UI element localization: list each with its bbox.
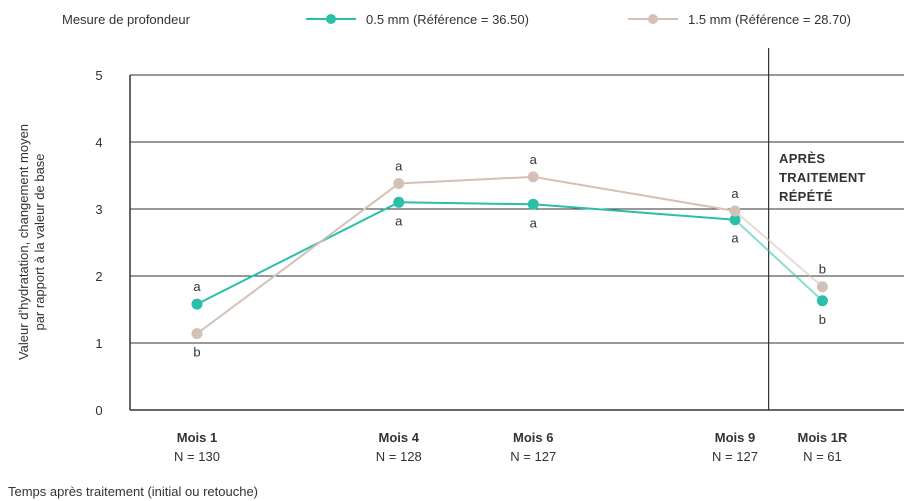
data-point [729,205,741,217]
legend-label-1: 1.5 mm (Référence = 28.70) [688,12,851,27]
y-tick-label: 5 [95,68,102,83]
y-tick-label: 2 [95,269,102,284]
data-point [729,214,741,226]
significance-letter: b [819,262,826,277]
significance-letter: a [731,186,739,201]
legend-title: Mesure de profondeur [62,12,191,27]
series-1: b a a a b [191,152,828,360]
significance-letter: a [731,231,739,246]
data-series: a a a a b b a a a b [191,152,828,360]
y-tick-label: 0 [95,403,102,418]
x-category-label: Mois 9 [715,430,755,445]
data-point [527,198,539,210]
significance-letter: b [193,345,200,360]
data-point [191,328,203,340]
x-category-labels: Mois 1 N = 130 Mois 4 N = 128 Mois 6 N = 127 M… [174,430,848,464]
x-category-label: Mois 1R [798,430,848,445]
significance-letter: a [395,159,403,174]
series-connector [734,210,824,288]
series-line [196,201,736,306]
retreatment-annotation: APRÈS TRAITEMENT RÉPÉTÉ [779,151,866,204]
data-point [393,196,405,208]
annotation-line-3: RÉPÉTÉ [779,189,833,204]
annotation-line-2: TRAITEMENT [779,170,866,185]
data-point [527,171,539,183]
significance-letter: a [530,152,538,167]
significance-letter: a [395,213,403,228]
x-category-count: N = 130 [174,449,220,464]
significance-letter: b [819,312,826,327]
data-point [191,298,203,310]
y-tick-labels: 0 1 2 3 4 5 [95,68,102,418]
y-tick-label: 4 [95,135,102,150]
series-line [196,175,736,335]
series-connector [734,218,824,302]
x-category-count: N = 61 [803,449,842,464]
x-category-label: Mois 1 [177,430,217,445]
legend-marker-1 [648,14,658,24]
y-axis-label-line-2: par rapport à la valeur de base [32,153,47,330]
x-category-label: Mois 6 [513,430,553,445]
y-axis-label-line-1: Valeur d’hydratation, changement moyen [16,124,31,360]
y-tick-label: 1 [95,336,102,351]
data-point [816,281,828,293]
legend: Mesure de profondeur 0.5 mm (Référence =… [62,12,851,27]
data-point [816,295,828,307]
x-category-count: N = 127 [712,449,758,464]
y-tick-label: 3 [95,202,102,217]
legend-item-0: 0.5 mm (Référence = 36.50) [306,12,529,27]
y-axis-label: Valeur d’hydratation, changement moyen p… [16,124,47,360]
legend-marker-0 [326,14,336,24]
x-category-count: N = 128 [376,449,422,464]
data-point [393,178,405,190]
legend-label-0: 0.5 mm (Référence = 36.50) [366,12,529,27]
legend-item-1: 1.5 mm (Référence = 28.70) [628,12,851,27]
annotation-line-1: APRÈS [779,151,825,166]
significance-letter: a [193,279,201,294]
series-0: a a a a b [191,196,828,327]
significance-letter: a [530,215,538,230]
gridlines [130,74,904,344]
x-category-label: Mois 4 [379,430,420,445]
x-axis-title: Temps après traitement (initial ou retou… [8,484,258,499]
x-category-count: N = 127 [510,449,556,464]
